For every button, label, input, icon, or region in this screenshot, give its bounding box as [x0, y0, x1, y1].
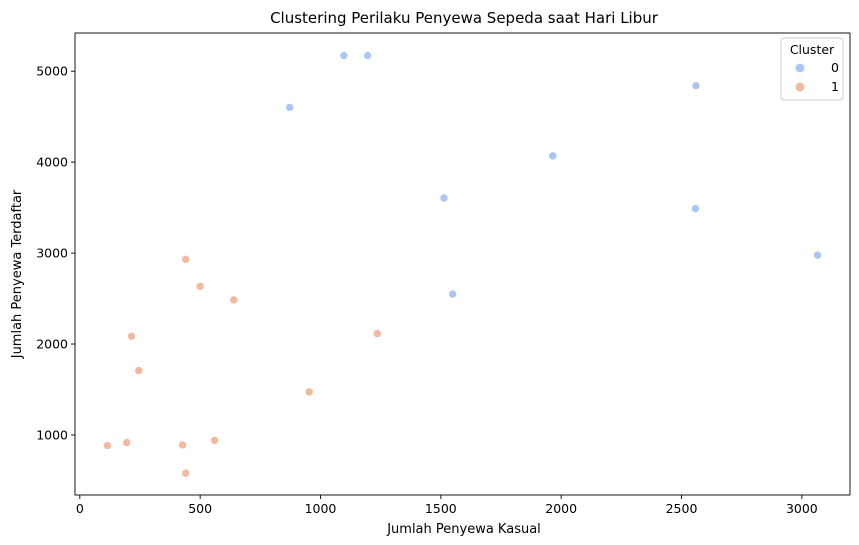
y-tick-label: 1000 [36, 427, 68, 442]
cluster-0-point [691, 204, 700, 213]
legend-label-0: 0 [831, 60, 839, 75]
cluster-1-point [127, 332, 136, 341]
plot-frame [74, 32, 851, 496]
cluster-1-point [181, 468, 191, 478]
y-tick-label: 4000 [36, 155, 68, 170]
cluster-0-point [363, 51, 372, 60]
x-tick-label: 3000 [786, 501, 818, 516]
cluster-0-point [339, 51, 349, 60]
y-tick-label: 2000 [36, 337, 68, 352]
legend: Cluster 0 1 [780, 37, 844, 101]
x-tick-label: 0 [76, 501, 84, 516]
cluster-0-point [691, 81, 701, 90]
cluster-1-point [181, 254, 191, 264]
y-axis: 1000 2000 3000 4000 5000 [36, 64, 75, 442]
x-tick-label: 1000 [305, 501, 337, 516]
cluster-1-point [122, 438, 132, 447]
cluster-0-point [439, 193, 449, 203]
data-points [103, 51, 822, 478]
cluster-1-point [195, 282, 205, 291]
legend-title: Cluster [790, 42, 835, 57]
cluster-1-point [134, 366, 144, 375]
cluster-0-point [448, 289, 457, 299]
x-tick-label: 2000 [545, 501, 577, 516]
x-axis-label: Jumlah Penyewa Kasual [386, 522, 541, 537]
plot-area [74, 32, 851, 496]
x-axis: 0 500 1000 1500 2000 2500 3000 [76, 495, 818, 516]
cluster-1-point [372, 329, 382, 338]
chart-title: Clustering Perilaku Penyewa Sepeda saat … [270, 9, 659, 27]
cluster-1-point [103, 441, 112, 450]
legend-marker-1 [795, 82, 805, 92]
cluster-1-point [304, 387, 314, 397]
cluster-1-point [229, 295, 239, 305]
cluster-0-point [813, 250, 822, 260]
legend-marker-0 [795, 63, 805, 73]
x-tick-label: 2500 [666, 501, 698, 516]
x-tick-label: 1500 [425, 501, 457, 516]
cluster-0-point [548, 151, 558, 161]
y-tick-label: 5000 [36, 64, 68, 79]
cluster-1-point [178, 440, 187, 450]
y-tick-label: 3000 [36, 246, 68, 261]
legend-label-1: 1 [831, 79, 839, 94]
x-tick-label: 500 [188, 501, 212, 516]
cluster-0-point [285, 103, 294, 112]
y-axis-label: Jumlah Penyewa Terdaftar [10, 189, 25, 359]
cluster-1-point [210, 436, 219, 445]
